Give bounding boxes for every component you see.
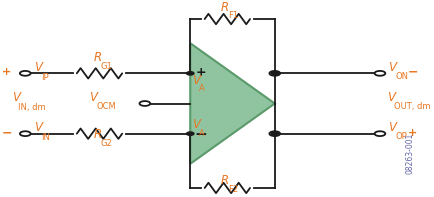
Text: V: V bbox=[192, 73, 200, 86]
Text: A: A bbox=[199, 128, 204, 138]
Circle shape bbox=[269, 71, 279, 76]
Text: −: − bbox=[1, 126, 12, 139]
Text: −: − bbox=[194, 127, 207, 142]
Text: −: − bbox=[407, 66, 417, 79]
Text: IN, dm: IN, dm bbox=[18, 103, 46, 112]
Text: R: R bbox=[220, 174, 229, 187]
Text: A: A bbox=[199, 84, 204, 93]
Circle shape bbox=[186, 132, 194, 135]
Text: V: V bbox=[34, 61, 42, 74]
Circle shape bbox=[20, 131, 30, 136]
Circle shape bbox=[269, 131, 279, 136]
Text: 08263-001: 08263-001 bbox=[404, 133, 413, 174]
Circle shape bbox=[20, 71, 30, 76]
Text: +: + bbox=[408, 128, 417, 138]
Text: F2: F2 bbox=[228, 185, 238, 194]
Circle shape bbox=[186, 72, 194, 75]
Text: +: + bbox=[195, 66, 205, 79]
Text: G1: G1 bbox=[101, 62, 112, 71]
Text: ON: ON bbox=[395, 72, 407, 81]
Circle shape bbox=[374, 71, 385, 76]
Text: V: V bbox=[192, 118, 200, 131]
Text: OCM: OCM bbox=[96, 102, 116, 111]
Text: V: V bbox=[89, 91, 97, 104]
Text: R: R bbox=[93, 128, 101, 141]
Circle shape bbox=[270, 132, 278, 135]
Text: +: + bbox=[2, 67, 11, 77]
Text: IN: IN bbox=[41, 133, 49, 142]
Text: OP: OP bbox=[395, 132, 406, 141]
Text: F1: F1 bbox=[228, 11, 238, 20]
Circle shape bbox=[374, 131, 385, 136]
Circle shape bbox=[139, 101, 150, 106]
Text: V: V bbox=[386, 91, 395, 104]
Text: V: V bbox=[34, 121, 42, 134]
Text: R: R bbox=[220, 1, 229, 14]
Text: V: V bbox=[12, 91, 20, 104]
Text: R: R bbox=[93, 51, 101, 64]
Text: V: V bbox=[387, 121, 395, 134]
Circle shape bbox=[270, 72, 278, 75]
Text: V: V bbox=[387, 61, 395, 74]
Text: IP: IP bbox=[41, 73, 49, 82]
Polygon shape bbox=[190, 43, 274, 164]
Text: OUT, dm: OUT, dm bbox=[393, 102, 430, 111]
Text: G2: G2 bbox=[101, 139, 112, 148]
